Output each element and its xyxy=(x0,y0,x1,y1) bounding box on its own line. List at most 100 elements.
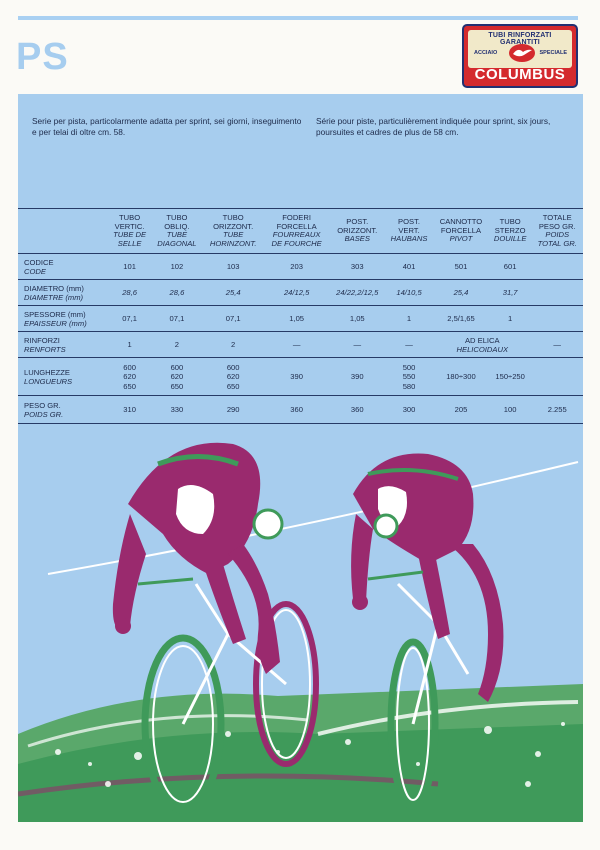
column-header-french-line: DIAGONAL xyxy=(157,238,197,248)
table-cell: 1,05 xyxy=(289,314,305,324)
table-cell: 07,1 xyxy=(169,314,185,324)
table-cell: 360 xyxy=(290,405,303,415)
table-cell: 501 xyxy=(454,262,468,272)
column-header-italian-line: VERTIC. xyxy=(114,221,145,231)
cell-value-line: 580 xyxy=(402,381,416,391)
header-row: TUBO VERTIC. TUBE DE SELLE TUBO OBLIQ. TUBE DIA… xyxy=(18,208,583,254)
column-header: CANNOTTO FORCELLA PIVOT xyxy=(433,209,489,254)
table-cell: 600 620 650 xyxy=(108,358,151,396)
column-header-italian-line: OBLIQ. xyxy=(164,221,190,231)
cell-value-line: 550 xyxy=(402,372,416,382)
speckles xyxy=(55,722,565,787)
track-cyclists-illustration xyxy=(18,442,583,822)
left-cyclist xyxy=(112,442,319,814)
table-row: DIAMETRO (mm) DIAMETRE (mm) 28,6 28,6 25,4 24… xyxy=(18,279,583,306)
column-header-italian-line: FORCELLA xyxy=(440,225,482,235)
column-header-french-line: TUBE xyxy=(166,230,188,240)
table-cell: 390 xyxy=(350,372,364,382)
row-label-french: DIAMETRE (mm) xyxy=(24,292,84,302)
row-label: RINFORZI RENFORTS xyxy=(18,332,108,358)
table-cell: 25,4 xyxy=(453,288,469,298)
table-cell: 2,5/1,65 xyxy=(447,314,475,324)
cell-value-line: 600 xyxy=(226,362,240,372)
column-header-italian-line: ORIZZONT. xyxy=(213,221,254,231)
table-cell: 290 xyxy=(226,405,240,415)
table-cell: 203 xyxy=(290,262,303,272)
table-cell: 310 xyxy=(123,405,136,415)
table-cell: 28,6 xyxy=(169,288,185,298)
logo-right-word: SPECIALE xyxy=(539,50,567,56)
table-cell: 300 xyxy=(402,405,416,415)
table-cell: 100 xyxy=(503,405,517,415)
table-cell xyxy=(531,358,583,396)
table-cell: — xyxy=(292,340,301,350)
cell-value-line: 620 xyxy=(226,372,240,382)
column-header: TUBO ORIZZONT. TUBE HORINZONT. xyxy=(203,209,264,254)
table-cell: 2 xyxy=(174,340,180,350)
column-header-italian-line: TUBO xyxy=(119,213,141,222)
column-header-french-line: PIVOT xyxy=(449,234,473,244)
cell-value-line: 500 xyxy=(402,362,416,372)
row-label-italian: PESO GR. xyxy=(24,400,61,410)
column-header-italian-line: VERT. xyxy=(398,225,420,235)
row-label: SPESSORE (mm) EPAISSEUR (mm) xyxy=(18,306,108,332)
table-cell: 07,1 xyxy=(225,314,241,324)
logo-brand: COLUMBUS xyxy=(474,66,566,83)
row-label: PESO GR. POIDS GR. xyxy=(18,396,108,424)
table-cell: 1 xyxy=(508,314,513,324)
table-cell: 601 xyxy=(503,262,517,272)
column-header-french-line: HAUBANS xyxy=(390,234,428,244)
table-cell: 205 xyxy=(454,405,468,415)
table-cell: 401 xyxy=(402,262,416,272)
columbus-logo: TUBI RINFORZATI GARANTITI ACCIAIO SPECIA… xyxy=(462,24,578,88)
column-header-french-line: TUBE xyxy=(223,230,244,240)
column-header-italian-line: POST. xyxy=(346,217,369,227)
cell-value-line: 600 xyxy=(170,362,184,372)
table-cell: 303 xyxy=(350,262,364,272)
row-label-italian: LUNGHEZZE xyxy=(24,367,70,377)
series-title: PS xyxy=(16,36,69,78)
row-label-french: LONGUEURS xyxy=(24,376,73,386)
table-cell: 14/10,5 xyxy=(396,288,422,298)
row-label-french: RENFORTS xyxy=(24,344,66,354)
column-header: TUBO VERTIC. TUBE DE SELLE xyxy=(108,209,151,254)
row-label: CODICE CODE xyxy=(18,254,108,280)
column-header-italian-line: ORIZZONT. xyxy=(337,225,378,235)
table-cell: 24/22,2/12,5 xyxy=(336,288,379,298)
row-label: LUNGHEZZE LONGUEURS xyxy=(18,358,108,396)
table-cell: — xyxy=(353,340,362,350)
column-header-french-line: HORINZONT. xyxy=(209,238,257,248)
column-header-french-line: TOTAL GR. xyxy=(537,238,577,248)
column-header: TOTALE PESO GR. POIDS TOTAL GR. xyxy=(531,209,583,254)
table-row: CODICE CODE 101 102 103 203 303 401 501 601 xyxy=(18,253,583,280)
table-cell: 07,1 xyxy=(122,314,137,324)
column-header: POST. VERT. HAUBANS xyxy=(385,209,433,254)
dove-icon xyxy=(509,44,535,62)
table-cell: 28,6 xyxy=(122,288,137,298)
cell-value-line: 620 xyxy=(170,372,184,382)
cell-note-line: HELICOIDAUX xyxy=(456,344,509,354)
column-header-french-line: FOURREAUX xyxy=(272,230,321,240)
table-cell: 360 xyxy=(350,405,364,415)
table-cell: 103 xyxy=(226,262,240,272)
cell-value-line: 650 xyxy=(170,381,184,391)
column-header-french-line: DOUILLE xyxy=(493,234,527,244)
column-header: FODERI FORCELLA FOURREAUX DE FOURCHE xyxy=(264,209,330,254)
table-cell: 25,4 xyxy=(225,288,241,298)
table-cell: 1 xyxy=(406,314,412,324)
table-cell: 31,7 xyxy=(502,288,518,298)
row-label-italian: DIAMETRO (mm) xyxy=(24,283,84,293)
table-cell xyxy=(531,306,583,332)
column-header-italian-line: POST. xyxy=(398,217,420,227)
column-header-italian-line: STERZO xyxy=(494,225,526,235)
cell-value-line: 600 xyxy=(123,362,136,372)
table-row: PESO GR. POIDS GR. 310 330 290 360 360 300 205 10… xyxy=(18,395,583,424)
logo-tagline: TUBI RINFORZATI GARANTITI xyxy=(488,32,552,46)
row-label-italian: RINFORZI xyxy=(24,335,60,345)
cell-value-line: 650 xyxy=(123,381,136,391)
column-header-french-line: POIDS xyxy=(545,230,570,240)
right-cyclist xyxy=(351,453,504,810)
table-cell: 150÷250 xyxy=(495,372,525,382)
spec-table: TUBO VERTIC. TUBE DE SELLE TUBO OBLIQ. TUBE DIA… xyxy=(18,208,583,424)
column-header-italian-line: FORCELLA xyxy=(276,221,317,231)
